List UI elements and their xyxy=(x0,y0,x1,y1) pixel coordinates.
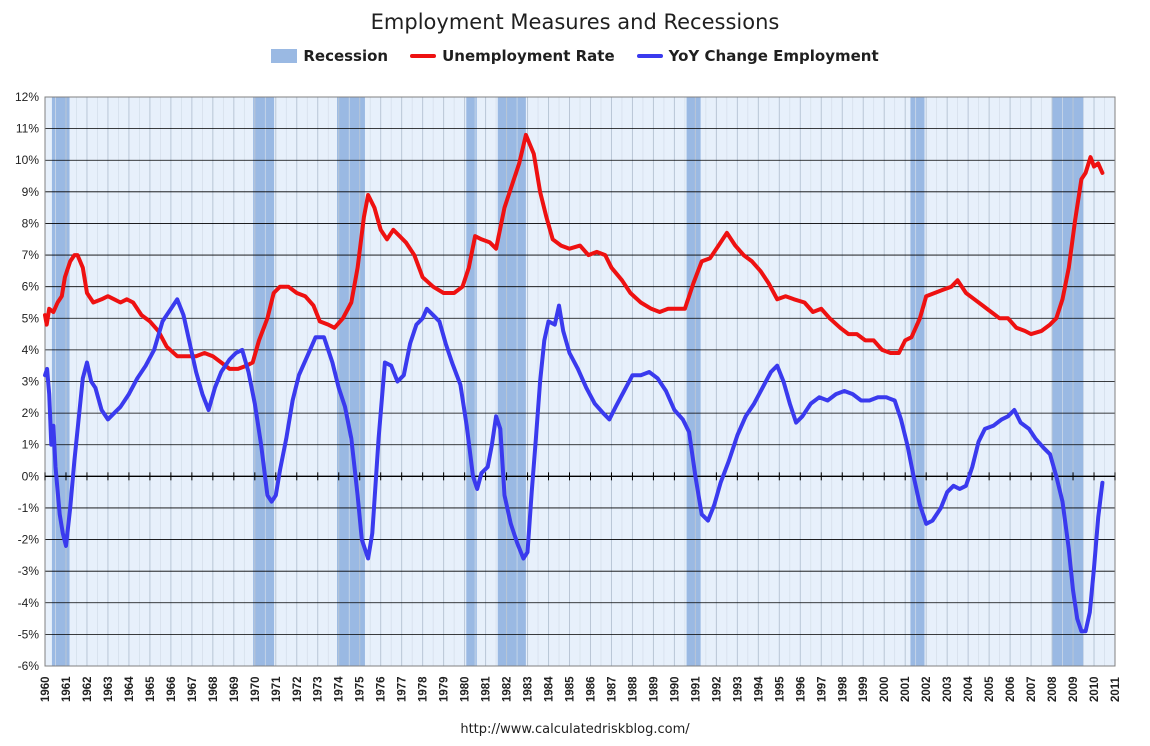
x-tick-label: 2008 xyxy=(1047,676,1059,702)
y-tick-label: -4% xyxy=(18,596,40,610)
x-tick-label: 1969 xyxy=(229,676,241,702)
legend-label-unemployment: Unemployment Rate xyxy=(442,47,615,65)
y-tick-label: 3% xyxy=(22,375,40,389)
x-tick-label: 1980 xyxy=(460,676,472,702)
plot-border xyxy=(44,96,1116,667)
x-tick-label: 1995 xyxy=(774,676,786,702)
source-url: http://www.calculatedriskblog.com/ xyxy=(460,722,690,737)
x-tick-label: 1999 xyxy=(858,676,870,702)
x-tick-label: 2009 xyxy=(1068,676,1080,702)
x-tick-label: 2002 xyxy=(921,676,933,702)
x-tick-label: 1968 xyxy=(208,676,220,702)
legend-swatch-recession xyxy=(271,49,298,63)
y-tick-label: 8% xyxy=(22,216,40,230)
x-tick-label: 1962 xyxy=(82,676,94,702)
x-tick-label: 2005 xyxy=(984,676,996,702)
x-tick-label: 1992 xyxy=(711,676,723,702)
chart-title: Employment Measures and Recessions xyxy=(370,10,780,34)
x-tick-label: 1964 xyxy=(124,676,136,702)
x-tick-label: 1987 xyxy=(606,676,618,702)
y-tick-label: -2% xyxy=(18,533,40,547)
x-tick-label: 1990 xyxy=(669,676,681,702)
x-tick-label: 1975 xyxy=(355,676,367,702)
x-tick-label: 2010 xyxy=(1089,676,1101,702)
x-tick-label: 1982 xyxy=(502,676,514,702)
legend-item-employment: YoY Change Employment xyxy=(636,47,879,65)
x-tick-label: 1965 xyxy=(145,676,157,702)
x-tick-label: 1994 xyxy=(753,676,765,702)
x-tick-label: 2000 xyxy=(879,676,891,702)
x-tick-label: 1976 xyxy=(376,676,388,702)
y-tick-label: 2% xyxy=(22,406,40,420)
x-tick-label: 2006 xyxy=(1005,676,1017,702)
x-tick-label: 1984 xyxy=(544,676,556,702)
x-tick-label: 1972 xyxy=(292,676,304,702)
x-tick-label: 1981 xyxy=(481,676,493,702)
legend-item-recession: Recession xyxy=(271,47,388,65)
x-tick-label: 1978 xyxy=(418,676,430,702)
x-tick-label: 1996 xyxy=(795,676,807,702)
x-tick-label: 1963 xyxy=(103,676,115,702)
x-tick-label: 2001 xyxy=(900,676,912,702)
x-tick-label: 1971 xyxy=(271,676,283,702)
y-tick-label: -5% xyxy=(18,627,40,641)
x-tick-label: 1961 xyxy=(61,676,73,702)
x-tick-label: 1960 xyxy=(40,676,52,702)
x-tick-label: 1966 xyxy=(166,676,178,702)
y-tick-label: 6% xyxy=(22,280,40,294)
y-tick-label: 1% xyxy=(22,438,40,452)
x-tick-label: 1991 xyxy=(690,676,702,702)
x-tick-label: 1998 xyxy=(837,676,849,702)
x-tick-label: 1967 xyxy=(187,676,199,702)
x-tick-label: 1986 xyxy=(585,676,597,702)
x-tick-label: 1977 xyxy=(397,676,409,702)
y-tick-label: 0% xyxy=(22,469,40,483)
y-tick-label: -6% xyxy=(18,659,40,673)
unemployment-rate-line xyxy=(43,132,1105,371)
legend-label-recession: Recession xyxy=(303,47,389,65)
x-tick-label: 1988 xyxy=(627,676,639,702)
x-tick-label: 1997 xyxy=(816,676,828,702)
x-tick-label: 1985 xyxy=(565,676,577,702)
y-tick-label: 5% xyxy=(22,311,40,325)
x-tick-label: 1970 xyxy=(250,676,262,702)
legend-swatch-employment xyxy=(636,54,663,58)
legend-swatch-unemployment xyxy=(410,54,437,58)
x-tick-label: 2007 xyxy=(1026,676,1038,702)
legend: Recession Unemployment Rate YoY Change E… xyxy=(0,47,1150,65)
y-tick-label: 4% xyxy=(22,343,40,357)
y-tick-label: 7% xyxy=(22,248,40,262)
y-tick-label: 11% xyxy=(16,122,39,136)
y-tick-label: -3% xyxy=(18,564,40,578)
legend-item-unemployment: Unemployment Rate xyxy=(410,47,615,65)
x-tick-label: 1989 xyxy=(648,676,660,702)
y-tick-label: 12% xyxy=(15,90,39,104)
x-tick-label: 1993 xyxy=(732,676,744,702)
y-tick-label: -1% xyxy=(18,501,40,515)
x-tick-label: 1983 xyxy=(523,676,535,702)
yoy-employment-line xyxy=(43,297,1105,634)
x-tick-label: 1979 xyxy=(439,676,451,702)
x-tick-label: 2004 xyxy=(963,676,975,702)
x-tick-label: 1974 xyxy=(334,676,346,702)
legend-label-employment: YoY Change Employment xyxy=(668,47,879,65)
x-tick-label: 2011 xyxy=(1110,676,1122,702)
x-tick-label: 1973 xyxy=(313,676,325,702)
y-tick-label: 10% xyxy=(15,153,39,167)
y-tick-label: 9% xyxy=(22,185,40,199)
x-tick-label: 2003 xyxy=(942,676,954,702)
